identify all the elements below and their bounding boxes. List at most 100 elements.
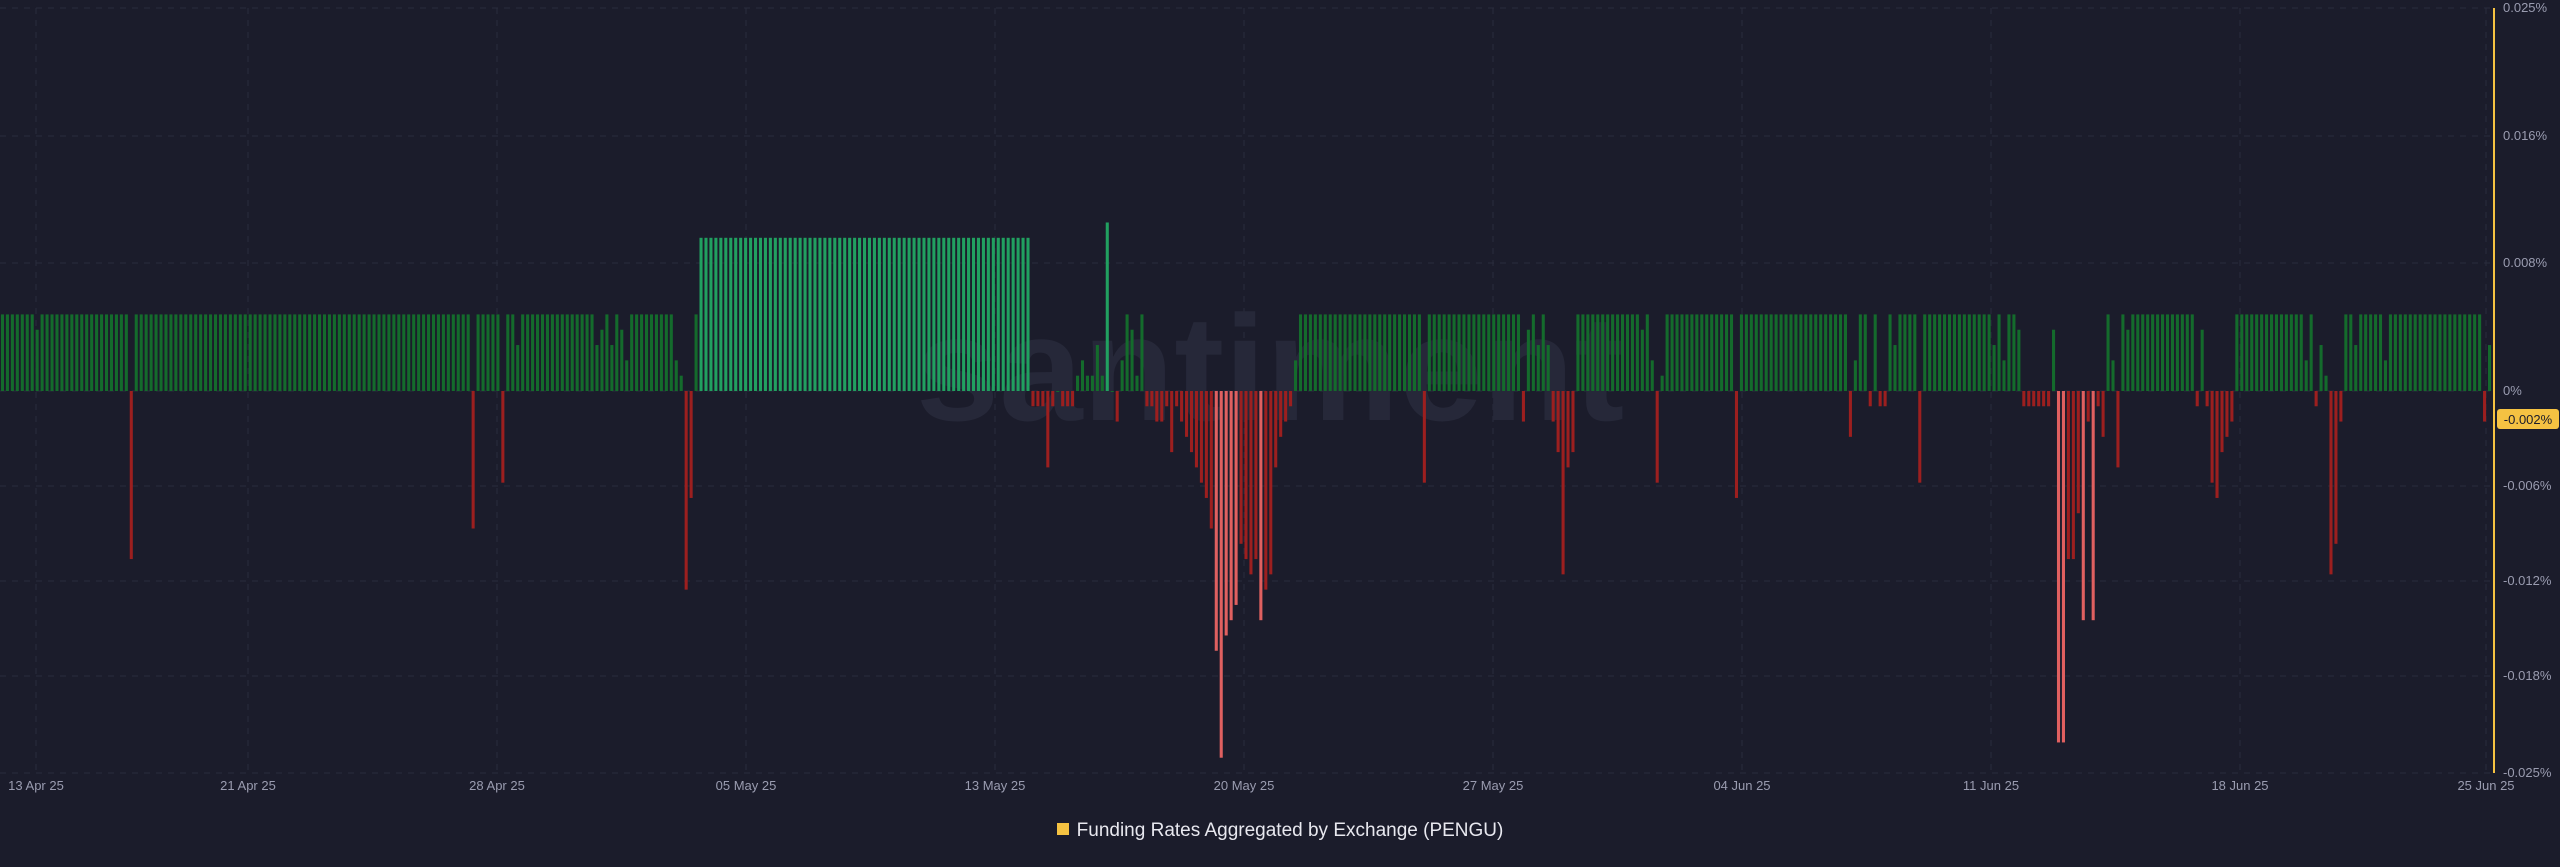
bar [555,314,559,391]
bar [753,237,758,391]
bar [1333,314,1337,391]
bar [1789,314,1793,391]
bar [1412,314,1416,391]
bar [95,314,99,391]
bar [877,237,881,391]
bar [1090,375,1094,391]
bar [2324,375,2328,391]
bar [2314,391,2318,407]
bar [1076,375,1080,391]
bar [1516,314,1521,391]
bar [1566,391,1570,468]
y-tick-label: 0% [2503,383,2522,398]
bar [1997,314,2001,391]
bar [867,237,872,391]
bar [625,360,629,391]
bar [65,314,69,391]
bar [322,314,327,391]
bar [1457,314,1461,391]
bar [704,237,708,391]
bar [1938,314,1942,391]
bar [1110,391,1114,392]
bar [1680,314,1684,391]
bar [456,314,460,391]
bar [2190,314,2194,391]
bar [1393,314,1397,391]
current-value-label: -0.002% [2504,412,2553,427]
bar [2448,314,2452,391]
bar [1843,314,1847,391]
bar [2096,391,2100,407]
bar [1571,391,1575,453]
bar [1913,314,1917,391]
bar [30,314,34,391]
x-tick-label: 13 Apr 25 [8,778,64,793]
bar [1710,314,1714,391]
bar [2473,314,2477,391]
bar [204,314,208,391]
x-tick-label: 05 May 25 [716,778,777,793]
bar [1883,391,1887,407]
bar [699,237,703,391]
bar [1249,391,1253,575]
bar [605,314,609,391]
bar [2369,314,2373,391]
bar [595,345,599,391]
bar [1264,391,1268,590]
bar [2487,345,2492,391]
bar [1749,314,1753,391]
bar [293,314,297,391]
y-tick-label: 0.025% [2503,0,2548,15]
bar [818,237,822,391]
bar [1541,314,1545,391]
bar [2205,391,2209,407]
bar [402,314,406,391]
bar [124,314,128,391]
bar [664,314,668,391]
bar [550,314,554,391]
bar [1759,314,1763,391]
bar [298,314,302,391]
bar [446,314,450,391]
bar [1888,314,1892,391]
bar [2274,314,2279,391]
bar [828,237,832,391]
bar [1061,391,1065,407]
bar [1259,391,1263,621]
bar [2438,314,2442,391]
bar [1219,391,1223,758]
bar [2061,391,2065,743]
bar [679,375,683,391]
bar [461,314,465,391]
bar [431,314,436,391]
bar [1006,237,1010,391]
bar [659,314,663,391]
bar [1145,391,1149,407]
bar [2359,314,2363,391]
bar [996,237,1000,391]
bar [2022,391,2026,407]
bar [2334,391,2338,544]
bar [228,314,232,391]
bar [649,314,654,391]
bar [600,329,604,391]
bar [2344,314,2348,391]
bar [382,314,386,391]
bar [1705,314,1709,391]
bar [798,237,802,391]
bar [1403,314,1407,391]
bar [2071,391,2075,560]
bar [565,314,569,391]
y-tick-label: -0.025% [2503,765,2552,780]
bar [283,314,287,391]
bar [2200,329,2204,391]
bar [258,314,262,391]
legend[interactable]: Funding Rates Aggregated by Exchange (PE… [0,820,2560,842]
bar [585,314,589,391]
bar [1794,314,1798,391]
bar [1338,314,1342,391]
bar [2250,314,2254,391]
bar [466,314,470,391]
bar [2146,314,2150,391]
bar [2428,314,2432,391]
